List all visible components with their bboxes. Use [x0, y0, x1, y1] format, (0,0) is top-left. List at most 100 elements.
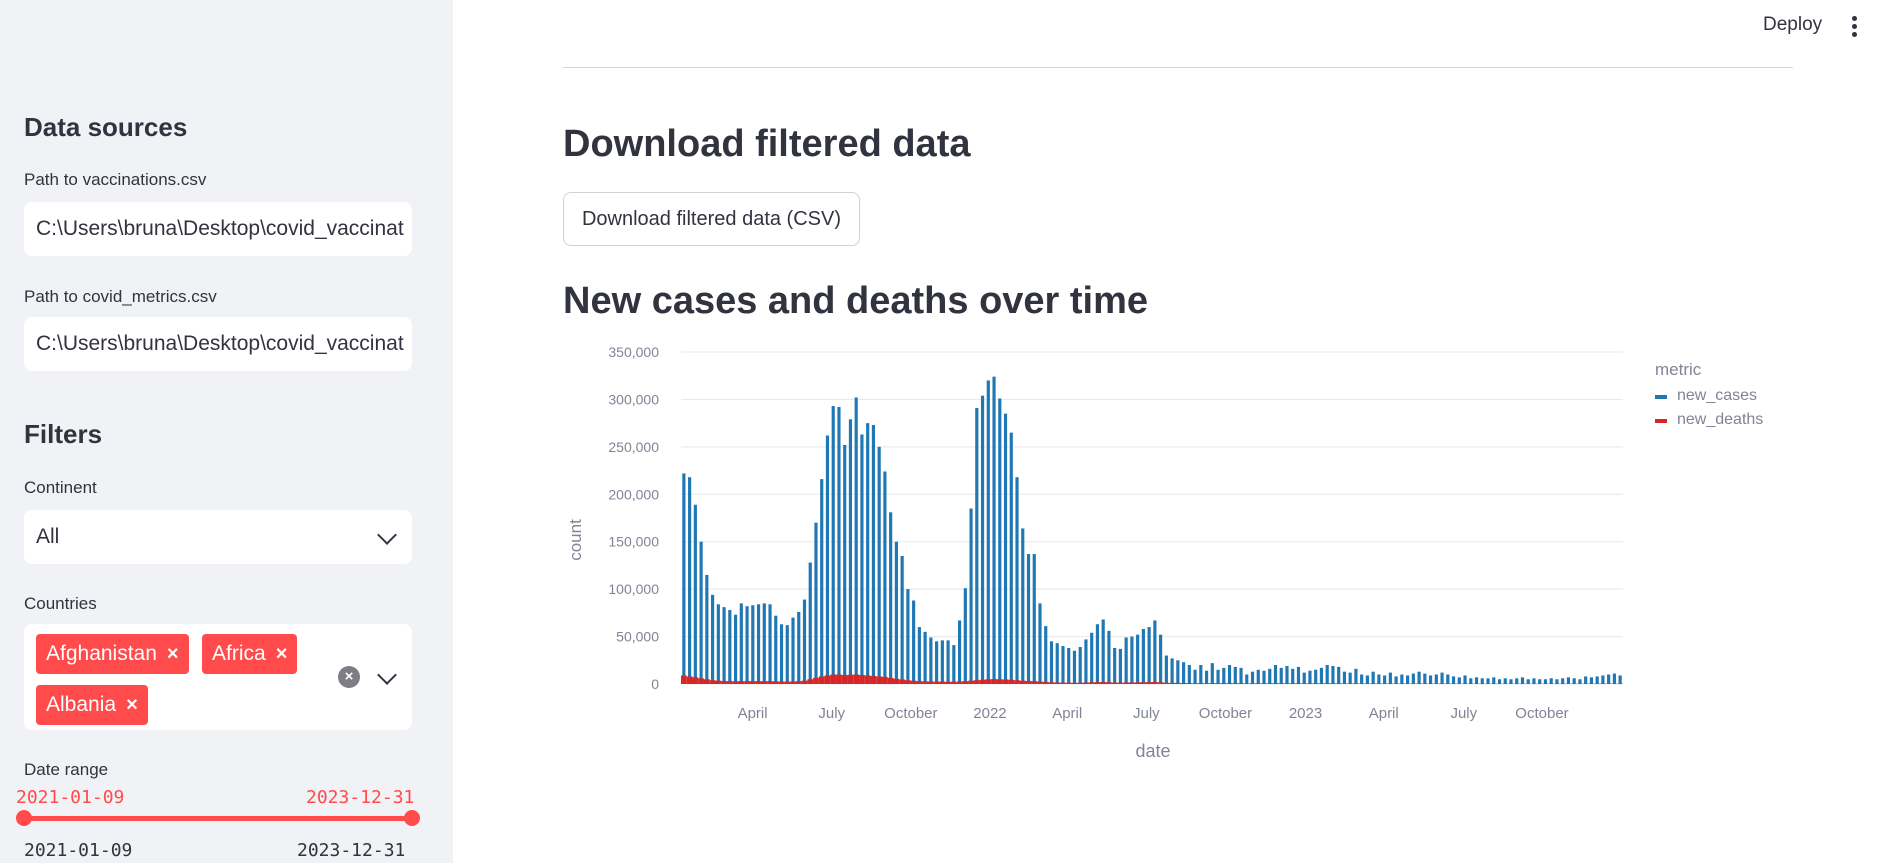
new-cases-bar: [762, 603, 766, 684]
new-deaths-bar: [1117, 682, 1124, 684]
new-deaths-bar: [1048, 682, 1055, 684]
new-cases-bar: [929, 637, 933, 684]
x-tick-label: October: [1515, 705, 1568, 722]
new-cases-bar: [1072, 650, 1077, 684]
new-cases-bar: [1067, 647, 1071, 684]
new-deaths-bar: [709, 680, 716, 684]
deploy-button[interactable]: Deploy: [1763, 14, 1823, 35]
chevron-down-icon[interactable]: [377, 665, 397, 685]
new-deaths-bar: [1037, 681, 1043, 684]
new-cases-bar: [998, 398, 1002, 684]
new-cases-bar: [1182, 662, 1186, 684]
y-tick-label: 250,000: [608, 439, 659, 455]
new-cases-bar: [1480, 678, 1484, 684]
new-deaths-bar: [979, 679, 986, 684]
country-tag-africa: Africa ×: [202, 634, 298, 674]
new-deaths-bar: [950, 681, 957, 684]
slider-start-handle[interactable]: [16, 810, 32, 826]
new-cases-bar: [808, 562, 812, 684]
slider-end-handle[interactable]: [404, 810, 420, 826]
new-deaths-bar: [790, 681, 796, 684]
new-cases-bar: [1388, 672, 1392, 684]
new-cases-bar: [756, 604, 761, 684]
continent-selected-value: All: [36, 525, 60, 548]
new-deaths-bar: [1318, 683, 1325, 684]
new-cases-bar: [1262, 670, 1266, 684]
new-deaths-series: [681, 674, 1623, 684]
y-tick-label: 300,000: [608, 391, 659, 407]
new-cases-bar: [837, 407, 841, 684]
new-deaths-bar: [1203, 683, 1210, 684]
new-deaths-bar: [1278, 683, 1285, 684]
remove-tag-icon[interactable]: ×: [126, 694, 138, 716]
new-cases-bar: [1187, 665, 1191, 684]
new-cases-bar: [923, 631, 927, 684]
new-cases-bar: [1509, 679, 1513, 684]
download-csv-button[interactable]: Download filtered data (CSV): [563, 192, 860, 246]
new-deaths-bar: [1180, 683, 1187, 684]
new-cases-bar: [1227, 665, 1232, 684]
new-cases-bar: [1486, 678, 1490, 684]
country-tag-label: Africa: [212, 642, 266, 665]
legend-swatch: [1655, 419, 1667, 423]
new-cases-bar: [711, 594, 715, 684]
continent-select[interactable]: All: [24, 510, 412, 564]
new-cases-bar: [946, 640, 950, 684]
new-cases-bar: [1141, 628, 1145, 684]
country-tag-label: Afghanistan: [46, 642, 157, 665]
vaccinations-path-input[interactable]: C:\Users\bruna\Desktop\covid_vaccinat: [24, 202, 412, 256]
new-deaths-bar: [1341, 683, 1348, 684]
new-cases-bar: [1400, 674, 1404, 684]
new-cases-bar: [1411, 673, 1415, 684]
new-deaths-bar: [1220, 683, 1227, 684]
remove-tag-icon[interactable]: ×: [275, 643, 288, 665]
new-cases-bar: [1492, 677, 1496, 684]
new-cases-bar: [935, 641, 939, 684]
slider-start-value: 2021-01-09: [16, 787, 125, 808]
new-cases-bar: [963, 588, 967, 684]
vaccinations-path-label: Path to vaccinations.csv: [24, 170, 207, 189]
metrics-path-input[interactable]: C:\Users\bruna\Desktop\covid_vaccinat: [24, 317, 412, 371]
new-deaths-bar: [956, 681, 963, 684]
x-tick-label: April: [738, 705, 768, 722]
new-deaths-bar: [1330, 683, 1336, 684]
date-range-slider-track[interactable]: [24, 816, 412, 821]
new-deaths-bar: [686, 676, 693, 684]
new-deaths-bar: [1019, 680, 1026, 684]
new-deaths-bar: [698, 678, 704, 684]
new-cases-bar: [1136, 634, 1140, 684]
new-deaths-bar: [1157, 682, 1164, 684]
new-deaths-bar: [1312, 683, 1319, 684]
new-cases-bar: [1147, 627, 1151, 684]
kebab-menu-icon[interactable]: [1852, 16, 1858, 38]
new-cases-bar: [768, 604, 772, 684]
new-deaths-bar: [1002, 679, 1009, 684]
new-cases-bar: [825, 435, 830, 684]
new-cases-bar: [1319, 667, 1324, 684]
new-cases-bar: [1032, 554, 1036, 684]
new-cases-bar: [1515, 678, 1519, 684]
new-cases-bar: [745, 606, 749, 684]
y-axis-ticks: 0 50,000 100,000 150,000 200,000 250,000 300,0…: [608, 344, 659, 692]
new-cases-bar: [1164, 655, 1168, 684]
new-cases-bar: [1159, 634, 1163, 684]
new-deaths-bar: [824, 675, 831, 684]
legend-entry: new_deaths: [1677, 411, 1763, 428]
new-cases-bar: [797, 611, 801, 684]
new-cases-bar: [1618, 675, 1622, 684]
new-deaths-bar: [1088, 682, 1095, 684]
slider-end-value: 2023-12-31: [306, 787, 415, 808]
new-cases-bar: [871, 425, 876, 684]
remove-tag-icon[interactable]: ×: [166, 643, 179, 665]
new-cases-bar: [1268, 668, 1272, 684]
countries-multiselect[interactable]: Afghanistan × Africa × Albania × ×: [24, 624, 412, 730]
x-tick-label: October: [884, 705, 937, 722]
new-cases-bar: [1250, 671, 1255, 684]
chevron-down-icon[interactable]: [377, 525, 397, 545]
filters-heading: Filters: [24, 419, 103, 449]
slider-min-label: 2021-01-09: [24, 840, 133, 861]
new-deaths-bar: [899, 679, 906, 684]
clear-all-icon[interactable]: ×: [338, 666, 360, 688]
new-cases-bar: [1009, 432, 1013, 684]
new-cases-bar: [992, 376, 996, 684]
